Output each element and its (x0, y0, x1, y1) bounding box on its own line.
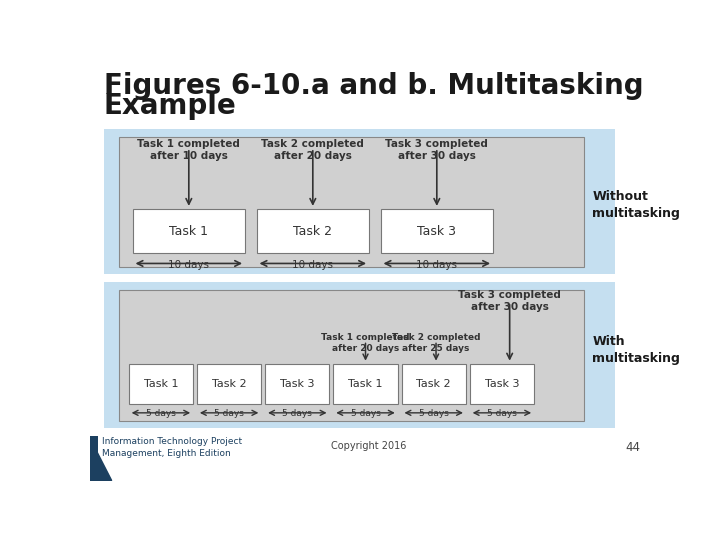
Text: 5 days: 5 days (419, 409, 449, 418)
Text: Task 1 completed
after 20 days: Task 1 completed after 20 days (321, 333, 410, 353)
Text: Task 3 completed
after 30 days: Task 3 completed after 30 days (458, 289, 561, 312)
Text: Task 1: Task 1 (348, 379, 383, 389)
Text: 5 days: 5 days (146, 409, 176, 418)
Bar (132, 209, 245, 253)
Bar (90, 436, 98, 481)
Bar (265, 363, 330, 403)
Text: Task 2: Task 2 (416, 379, 451, 389)
Bar (381, 209, 493, 253)
Polygon shape (90, 438, 112, 481)
Bar (469, 363, 534, 403)
Bar (256, 209, 369, 253)
Bar (104, 130, 616, 274)
Text: 10 days: 10 days (292, 260, 333, 269)
Text: Without
multitasking: Without multitasking (593, 190, 680, 220)
Text: 44: 44 (625, 441, 640, 454)
Text: Task 1: Task 1 (144, 379, 178, 389)
Bar (129, 363, 193, 403)
Text: 5 days: 5 days (282, 409, 312, 418)
Text: Task 3: Task 3 (485, 379, 519, 389)
Text: Task 1 completed
after 10 days: Task 1 completed after 10 days (138, 139, 240, 161)
Bar (402, 363, 466, 403)
Text: Task 2 completed
after 20 days: Task 2 completed after 20 days (261, 139, 364, 161)
Text: Task 2 completed
after 25 days: Task 2 completed after 25 days (392, 333, 480, 353)
Bar (333, 363, 397, 403)
Text: Task 1: Task 1 (169, 225, 208, 238)
Bar (120, 289, 585, 421)
Text: 5 days: 5 days (351, 409, 380, 418)
Text: 10 days: 10 days (416, 260, 457, 269)
Text: 5 days: 5 days (487, 409, 517, 418)
Text: Task 2: Task 2 (212, 379, 246, 389)
Text: Task 3: Task 3 (418, 225, 456, 238)
Text: Copyright 2016: Copyright 2016 (331, 441, 407, 450)
Text: Task 2: Task 2 (293, 225, 333, 238)
Bar (104, 282, 616, 428)
Text: 10 days: 10 days (168, 260, 210, 269)
Text: Figures 6-10.a and b. Multitasking: Figures 6-10.a and b. Multitasking (104, 72, 644, 100)
Text: Information Technology Project
Management, Eighth Edition: Information Technology Project Managemen… (102, 437, 242, 457)
Text: 5 days: 5 days (214, 409, 244, 418)
Bar (120, 137, 585, 267)
Text: Task 3 completed
after 30 days: Task 3 completed after 30 days (385, 139, 488, 161)
Text: Example: Example (104, 92, 237, 120)
Text: Task 3: Task 3 (280, 379, 315, 389)
Bar (197, 363, 261, 403)
Text: With
multitasking: With multitasking (593, 335, 680, 365)
